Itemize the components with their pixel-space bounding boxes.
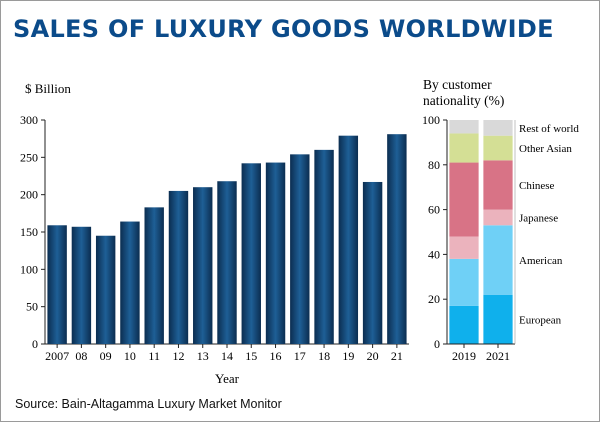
segment-label: Chinese: [519, 180, 555, 192]
side-y-tick-label: 20: [428, 292, 440, 306]
bar-21: [387, 134, 407, 344]
segment-2021-american: [483, 225, 513, 295]
bar-09: [95, 235, 116, 344]
side-y-tick-label: 40: [428, 247, 440, 261]
main-bar-chart: 0 50 100 150 200 250 300 2007 08 09 10 11 12 13 14 15 16…: [20, 113, 409, 363]
bar-12: [168, 190, 189, 344]
bar-19: [338, 135, 359, 344]
main-xlabel: Year: [215, 371, 240, 386]
segment-2019-rest-of-world: [449, 120, 479, 134]
main-y-tick-label: 250: [20, 150, 38, 164]
side-title-line2: nationality (%): [423, 93, 504, 108]
main-y-tick-label: 150: [20, 225, 38, 239]
side-title-line1: By customer: [423, 77, 492, 92]
main-x-tick-label: 12: [172, 349, 184, 363]
main-x-tick-label: 19: [342, 349, 354, 363]
main-x-tick-label: 13: [197, 349, 209, 363]
side-y-tick-label: 60: [428, 203, 440, 217]
side-x-tick-label: 2021: [486, 349, 510, 363]
main-y-tick-label: 200: [20, 188, 38, 202]
bar-17: [290, 154, 310, 344]
main-x-tick-label: 2007: [45, 349, 69, 363]
segment-label: Rest of world: [519, 123, 579, 135]
segment-label: European: [519, 314, 562, 326]
segment-label: American: [519, 255, 563, 267]
segment-2019-european: [449, 305, 479, 344]
main-x-tick-label: 21: [391, 349, 403, 363]
main-x-tick-label: 08: [75, 349, 87, 363]
segment-2021-rest-of-world: [483, 120, 513, 136]
segment-2019-american: [449, 258, 479, 306]
bar-20: [362, 181, 383, 344]
main-x-tick-label: 09: [100, 349, 112, 363]
side-y-tick-label: 0: [434, 337, 440, 351]
main-y-tick-label: 50: [26, 300, 38, 314]
bar-13: [193, 187, 213, 344]
bar-2007: [47, 225, 67, 344]
bar-14: [217, 181, 237, 344]
bar-18: [314, 149, 334, 344]
stacked-bar-chart: 0 20 40 60 80 100 2019 2021 European American Japa…: [422, 113, 579, 363]
bar-15: [241, 163, 261, 344]
segment-2019-chinese: [449, 162, 479, 237]
segment-2019-other-asian: [449, 133, 479, 163]
bar-11: [144, 207, 164, 344]
main-y-tick-label: 300: [20, 113, 38, 127]
main-x-tick-label: 11: [148, 349, 160, 363]
segment-2021-chinese: [483, 160, 513, 210]
main-y-tick-label: 0: [32, 337, 38, 351]
chart-title: SALES OF LUXURY GOODS WORLDWIDE: [13, 15, 554, 43]
segment-2021-european: [483, 294, 513, 344]
main-x-tick-label: 18: [318, 349, 330, 363]
segment-label: Other Asian: [519, 143, 572, 155]
main-x-tick-label: 10: [124, 349, 136, 363]
side-x-tick-label: 2019: [452, 349, 476, 363]
main-x-tick-label: 20: [367, 349, 379, 363]
main-ylabel: $ Billion: [25, 81, 71, 96]
side-y-tick-label: 100: [422, 113, 440, 127]
main-x-tick-label: 17: [294, 349, 306, 363]
main-x-tick-label: 15: [245, 349, 257, 363]
segment-2019-japanese: [449, 236, 479, 259]
segment-2021-japanese: [483, 209, 513, 226]
segment-2021-other-asian: [483, 135, 513, 161]
main-x-tick-label: 16: [270, 349, 282, 363]
main-y-tick-label: 100: [20, 262, 38, 276]
source-note: Source: Bain-Altagamma Luxury Market Mon…: [15, 397, 282, 411]
main-x-tick-label: 14: [221, 349, 233, 363]
segment-label: Japanese: [519, 212, 558, 224]
side-y-tick-label: 80: [428, 158, 440, 172]
bar-08: [71, 226, 92, 344]
bar-16: [265, 162, 286, 344]
bar-10: [120, 221, 140, 344]
